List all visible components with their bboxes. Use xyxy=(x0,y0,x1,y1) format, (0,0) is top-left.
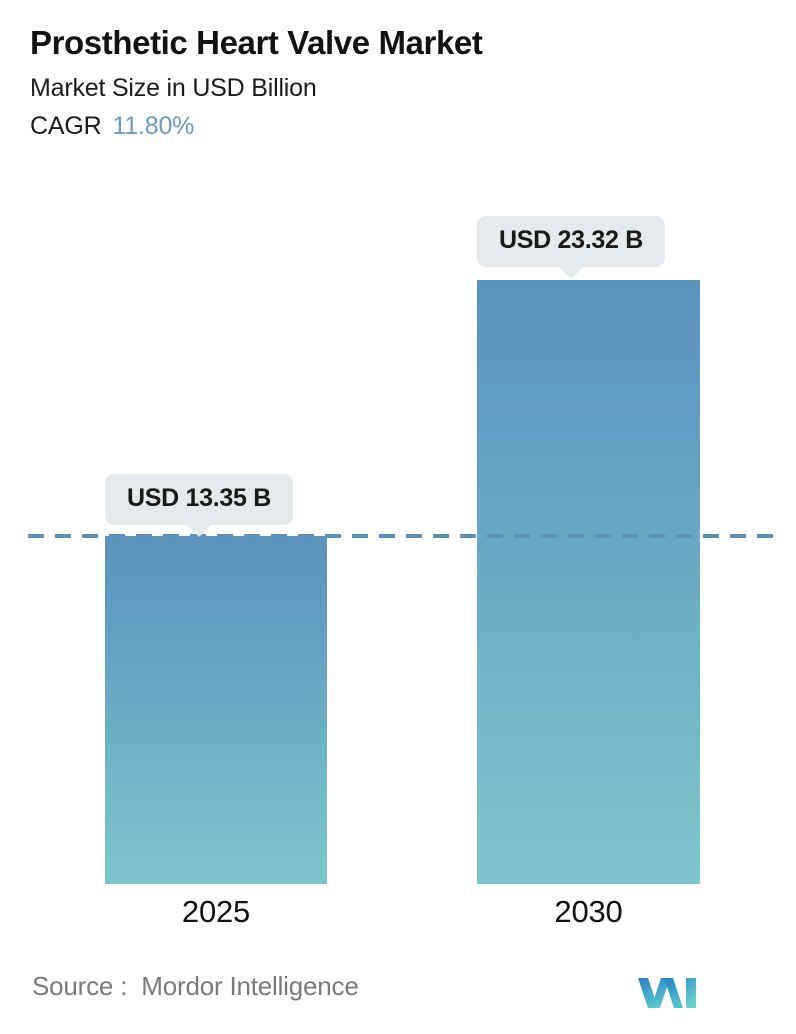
chart-footer: Source : Mordor Intelligence xyxy=(0,966,796,1024)
value-label-2025: USD 13.35 B xyxy=(105,474,293,525)
x-axis-label-2030: 2030 xyxy=(554,894,623,929)
chart-header: Prosthetic Heart Valve Market Market Siz… xyxy=(30,24,770,140)
x-axis-label-2025: 2025 xyxy=(181,894,251,929)
cagr-value: 11.80% xyxy=(112,111,195,140)
reference-line-dashed xyxy=(28,534,780,538)
chart-subtitle: Market Size in USD Billion xyxy=(30,73,317,102)
source-attribution: Source : Mordor Intelligence xyxy=(32,971,359,1001)
mordor-intelligence-logo xyxy=(638,978,696,1008)
bar-2030[interactable] xyxy=(477,280,700,884)
bar-2025[interactable] xyxy=(105,536,327,884)
cagr-label: CAGR xyxy=(30,111,102,140)
page-title: Prosthetic Heart Valve Market xyxy=(30,24,483,61)
value-label-2030: USD 23.32 B xyxy=(477,216,665,267)
cagr-row: CAGR 11.80% xyxy=(30,112,770,141)
